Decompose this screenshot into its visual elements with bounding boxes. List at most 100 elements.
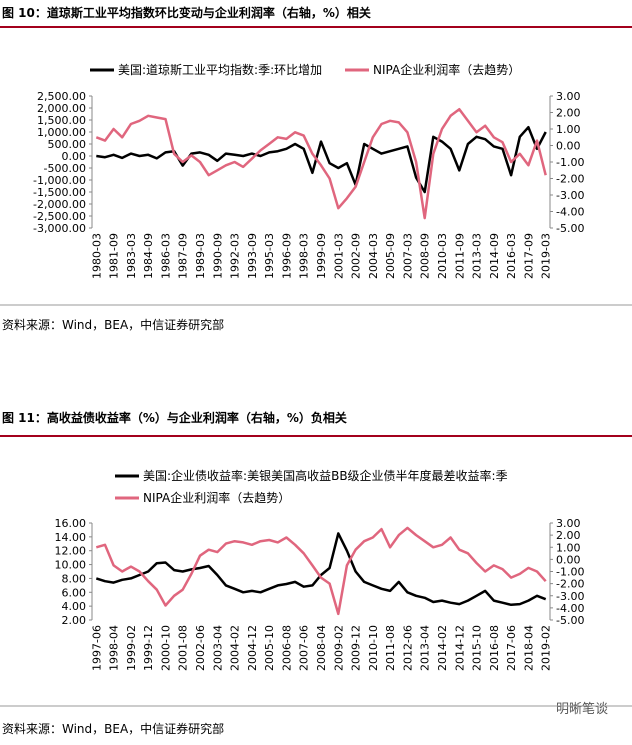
y2-tick-label: 0.00	[556, 140, 581, 153]
x-tick-label: 2004-03	[367, 233, 380, 279]
x-tick-label: 2010-03	[436, 233, 449, 279]
legend-label: 美国:道琼斯工业平均指数:季:环比增加	[118, 62, 322, 77]
x-tick-label: 2019-03	[540, 233, 553, 279]
x-tick-label: 2002-06	[194, 625, 207, 671]
y-tick-label: 0.00	[62, 150, 87, 163]
x-tick-label: 1987-09	[177, 233, 190, 279]
y-tick-label: 2.00	[62, 614, 87, 627]
y2-tick-label: 3.00	[556, 517, 581, 530]
y-tick-label: 12.00	[55, 545, 87, 558]
y-tick-label: 8.00	[62, 572, 87, 585]
source-note: 资料来源：Wind，BEA，中信证券研究部	[2, 317, 224, 332]
series-line	[95, 526, 547, 616]
x-tick-label: 2017-06	[505, 625, 518, 671]
y-tick-label: 14.00	[55, 531, 87, 544]
x-tick-label: 2011-09	[453, 233, 466, 279]
x-tick-label: 1999-02	[125, 625, 138, 671]
figure-caption: 图 11：高收益债收益率（%）与企业利润率（右轴，%）负相关	[2, 410, 347, 425]
y-tick-label: -1,000.00	[33, 174, 86, 187]
x-tick-label: 2014-09	[488, 233, 501, 279]
x-tick-label: 1998-04	[108, 625, 121, 671]
x-tick-label: 2016-03	[505, 233, 518, 279]
y-tick-label: -500.00	[44, 162, 86, 175]
x-tick-label: 2015-10	[471, 625, 484, 671]
source-note: 资料来源：Wind，BEA，中信证券研究部	[2, 721, 224, 736]
series-line	[96, 125, 547, 194]
x-tick-label: 2000-10	[159, 625, 172, 671]
y2-tick-label: 1.00	[556, 123, 581, 136]
x-tick-label: 2005-09	[384, 233, 397, 279]
x-tick-label: 2012-06	[401, 625, 414, 671]
y2-tick-label: -4.00	[556, 602, 584, 615]
y2-tick-label: -2.00	[556, 578, 584, 591]
x-tick-label: 1986-03	[159, 233, 172, 279]
y2-tick-label: -1.00	[556, 156, 584, 169]
x-tick-label: 2002-09	[350, 233, 363, 279]
watermark: 明晰笔谈	[556, 701, 608, 717]
y2-tick-label: -4.00	[556, 206, 584, 219]
legend-label: NIPA企业利润率（去趋势）	[373, 62, 520, 77]
y2-tick-label: 2.00	[556, 107, 581, 120]
x-tick-label: 2013-03	[471, 233, 484, 279]
y-tick-label: -3,000.00	[33, 222, 86, 235]
x-tick-label: 1984-09	[142, 233, 155, 279]
x-tick-label: 1990-09	[211, 233, 224, 279]
x-tick-label: 2006-08	[280, 625, 293, 671]
x-tick-label: 1992-03	[229, 233, 242, 279]
x-tick-label: 2004-02	[229, 625, 242, 671]
x-tick-label: 1999-12	[142, 625, 155, 671]
x-tick-label: 2009-02	[332, 625, 345, 671]
y2-tick-label: -5.00	[556, 222, 584, 235]
y2-tick-label: 1.00	[556, 541, 581, 554]
y2-tick-label: -2.00	[556, 173, 584, 186]
x-tick-label: 2017-09	[522, 233, 535, 279]
x-tick-label: 2014-12	[453, 625, 466, 671]
x-tick-label: 2016-08	[488, 625, 501, 671]
x-tick-label: 2004-12	[246, 625, 259, 671]
y2-tick-label: 0.00	[556, 553, 581, 566]
x-tick-label: 2014-02	[436, 625, 449, 671]
x-tick-label: 1999-09	[315, 233, 328, 279]
legend-label: NIPA企业利润率（去趋势）	[143, 490, 290, 505]
y2-tick-label: -3.00	[556, 189, 584, 202]
y2-tick-label: -5.00	[556, 614, 584, 627]
y2-tick-label: 2.00	[556, 529, 581, 542]
x-tick-label: 2008-04	[315, 625, 328, 671]
x-tick-label: 2008-09	[419, 233, 432, 279]
x-tick-label: 1995-03	[263, 233, 276, 279]
x-tick-label: 1981-09	[108, 233, 121, 279]
y-tick-label: -2,500.00	[33, 210, 86, 223]
x-tick-label: 1996-09	[280, 233, 293, 279]
x-tick-label: 2011-08	[384, 625, 397, 671]
x-tick-label: 2009-12	[350, 625, 363, 671]
y-tick-label: 2,500.00	[37, 90, 86, 103]
x-tick-label: 1989-03	[194, 233, 207, 279]
x-tick-label: 2007-03	[401, 233, 414, 279]
x-tick-label: 2003-04	[211, 625, 224, 671]
legend-label: 美国:企业债收益率:美银美国高收益BB级企业债半年度最差收益率:季	[143, 468, 508, 483]
y-tick-label: 16.00	[55, 517, 87, 530]
x-tick-label: 2018-04	[522, 625, 535, 671]
y-tick-label: 1,500.00	[37, 114, 86, 127]
x-tick-label: 1998-03	[298, 233, 311, 279]
x-tick-label: 2019-02	[540, 625, 553, 671]
x-tick-label: 1980-03	[90, 233, 103, 279]
y-tick-label: 10.00	[55, 559, 87, 572]
y-tick-label: 500.00	[48, 138, 87, 151]
x-tick-label: 1997-06	[90, 625, 103, 671]
x-tick-label: 1983-03	[125, 233, 138, 279]
series-line	[95, 532, 547, 607]
y2-tick-label: -1.00	[556, 566, 584, 579]
y-tick-label: 6.00	[62, 586, 87, 599]
x-tick-label: 2001-08	[177, 625, 190, 671]
y-tick-label: 2,000.00	[37, 102, 86, 115]
series-line	[95, 107, 547, 220]
x-tick-label: 2013-04	[419, 625, 432, 671]
y-tick-label: 1,000.00	[37, 126, 86, 139]
x-tick-label: 2005-10	[263, 625, 276, 671]
x-tick-label: 1993-09	[246, 233, 259, 279]
y2-tick-label: -3.00	[556, 590, 584, 603]
x-tick-label: 2007-06	[298, 625, 311, 671]
y-tick-label: -1,500.00	[33, 186, 86, 199]
